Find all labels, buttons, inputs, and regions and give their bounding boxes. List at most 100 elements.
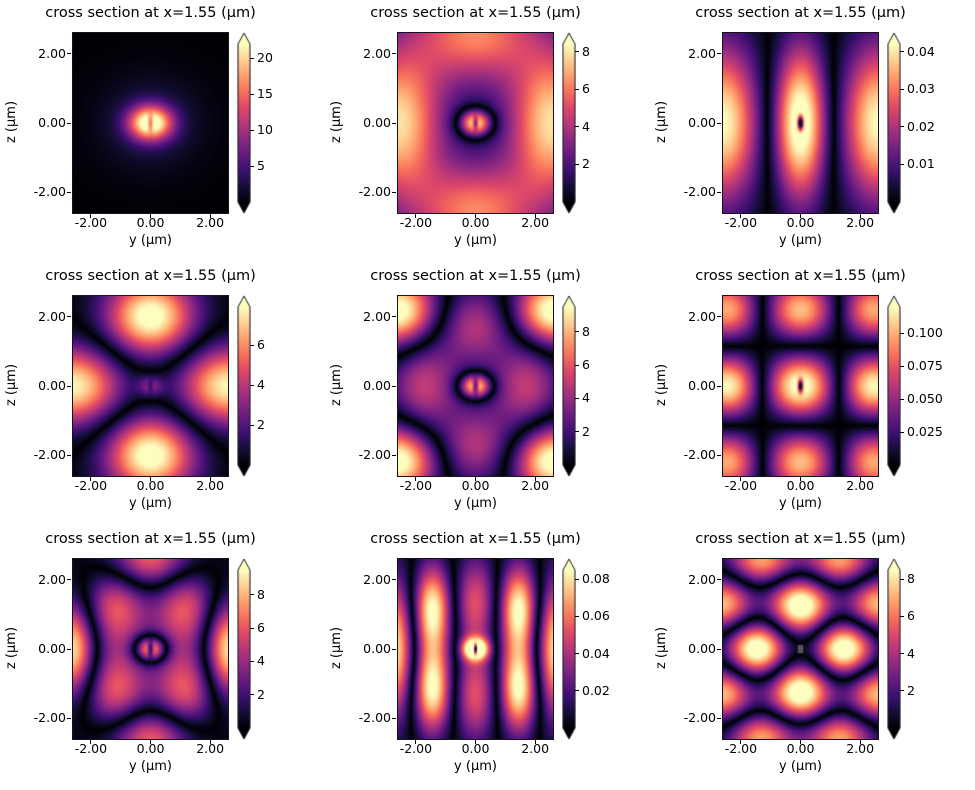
x-tick-mark	[534, 477, 536, 481]
colorbar-tick-mark	[900, 653, 904, 655]
x-axis-label: y (μm)	[779, 233, 822, 248]
subplot-r2c0: cross section at x=1.55 (μm) z (μm) |Ey|…	[0, 526, 325, 789]
y-tick-mark	[717, 53, 721, 55]
heatmap-area	[397, 295, 554, 477]
x-tick-label: 0.00	[786, 215, 815, 230]
colorbar-tick-label: 0.01	[907, 156, 935, 172]
colorbar-tick-label: 4	[257, 653, 265, 669]
colorbar-canvas	[887, 32, 901, 214]
y-tick-label: 2.00	[38, 571, 66, 587]
heatmap-area	[72, 295, 229, 477]
y-tick-mark	[392, 53, 396, 55]
colorbar-tick-mark	[900, 431, 904, 433]
colorbar-tick-label: 2	[582, 156, 590, 172]
subplot-r0c2: cross section at x=1.55 (μm) z (μm) |Ey|…	[650, 0, 975, 263]
colorbar-tick-label: 0.050	[907, 391, 943, 407]
y-tick-label: 0.00	[38, 641, 66, 656]
x-tick-label: -2.00	[74, 741, 108, 756]
x-tick-label: -2.00	[74, 215, 108, 230]
colorbar-tick-label: 6	[582, 357, 590, 373]
colorbar-tick-label: 0.02	[582, 682, 610, 698]
colorbar-tick-label: 0.08	[582, 571, 610, 587]
y-tick-label: 2.00	[363, 308, 391, 324]
x-tick-mark	[800, 214, 801, 218]
subplot-r0c1: cross section at x=1.55 (μm) z (μm) |Ey|…	[325, 0, 650, 263]
y-tick-label: 2.00	[38, 45, 66, 61]
y-tick-mark	[392, 454, 396, 456]
colorbar: |Ey| 246	[237, 295, 325, 477]
y-tick-mark	[717, 717, 721, 719]
y-tick-mark	[67, 648, 71, 650]
colorbar-tick-label: 0.03	[907, 81, 935, 97]
x-tick-mark	[740, 214, 742, 218]
colorbar-tick-mark	[250, 165, 254, 167]
y-tick-mark	[717, 454, 721, 456]
x-axis-label: y (μm)	[779, 496, 822, 511]
x-tick-mark	[800, 740, 801, 744]
y-tick-label: 0.00	[363, 378, 391, 393]
colorbar-tick-mark	[900, 690, 904, 692]
x-tick-label: -2.00	[724, 478, 758, 493]
colorbar-tick-label: 15	[257, 86, 273, 102]
colorbar-tick-mark	[575, 578, 579, 580]
heatmap-area	[397, 32, 554, 214]
x-tick-label: 0.00	[786, 741, 815, 756]
x-tick-label: 0.00	[461, 478, 490, 493]
plot-title: cross section at x=1.55 (μm)	[370, 531, 581, 547]
y-tick-label: -2.00	[33, 710, 66, 726]
heatmap-canvas	[723, 33, 878, 213]
plot-title: cross section at x=1.55 (μm)	[370, 5, 581, 21]
subplot-r1c0: cross section at x=1.55 (μm) z (μm) |Ey|…	[0, 263, 325, 526]
colorbar-tick-label: 2	[582, 423, 590, 439]
y-tick-mark	[67, 385, 71, 387]
x-tick-mark	[415, 740, 417, 744]
heatmap-area	[722, 295, 879, 477]
colorbar-tick-label: 0.04	[907, 43, 935, 59]
y-tick-label: -2.00	[33, 184, 66, 200]
y-tick-label: -2.00	[358, 710, 391, 726]
colorbar-tick-mark	[250, 660, 254, 662]
colorbar-tick-mark	[575, 690, 579, 692]
y-tick-mark	[67, 454, 71, 456]
subplot-r1c2: cross section at x=1.55 (μm) z (μm) |Ey|…	[650, 263, 975, 526]
plot-title: cross section at x=1.55 (μm)	[45, 268, 256, 284]
plot-title: cross section at x=1.55 (μm)	[45, 531, 256, 547]
x-tick-label: 2.00	[196, 478, 225, 493]
y-tick-label: 0.00	[363, 115, 391, 130]
y-tick-mark	[67, 717, 71, 719]
y-tick-label: 0.00	[363, 641, 391, 656]
colorbar-tick-label: 20	[257, 50, 273, 66]
x-tick-label: 0.00	[461, 215, 490, 230]
x-tick-mark	[150, 214, 151, 218]
colorbar-canvas	[562, 558, 576, 740]
y-tick-mark	[717, 316, 721, 318]
x-tick-label: 2.00	[846, 478, 875, 493]
heatmap-canvas	[723, 559, 878, 739]
heatmap-area	[722, 558, 879, 740]
colorbar-tick-label: 8	[582, 43, 590, 59]
y-tick-mark	[392, 717, 396, 719]
y-tick-mark	[392, 191, 396, 193]
colorbar-tick-mark	[900, 332, 904, 334]
x-tick-label: -2.00	[399, 478, 433, 493]
x-axis-label: y (μm)	[129, 496, 172, 511]
x-tick-label: 0.00	[136, 478, 165, 493]
colorbar-tick-mark	[575, 615, 579, 617]
colorbar-tick-mark	[250, 344, 254, 346]
x-tick-label: -2.00	[74, 478, 108, 493]
x-tick-mark	[150, 477, 151, 481]
x-tick-label: 0.00	[461, 741, 490, 756]
heatmap-area	[72, 558, 229, 740]
x-tick-mark	[415, 477, 417, 481]
colorbar-tick-mark	[250, 57, 254, 59]
y-tick-label: 0.00	[688, 115, 716, 130]
x-tick-mark	[209, 214, 211, 218]
x-tick-mark	[859, 477, 861, 481]
x-tick-label: 2.00	[521, 741, 550, 756]
x-tick-label: 0.00	[786, 478, 815, 493]
